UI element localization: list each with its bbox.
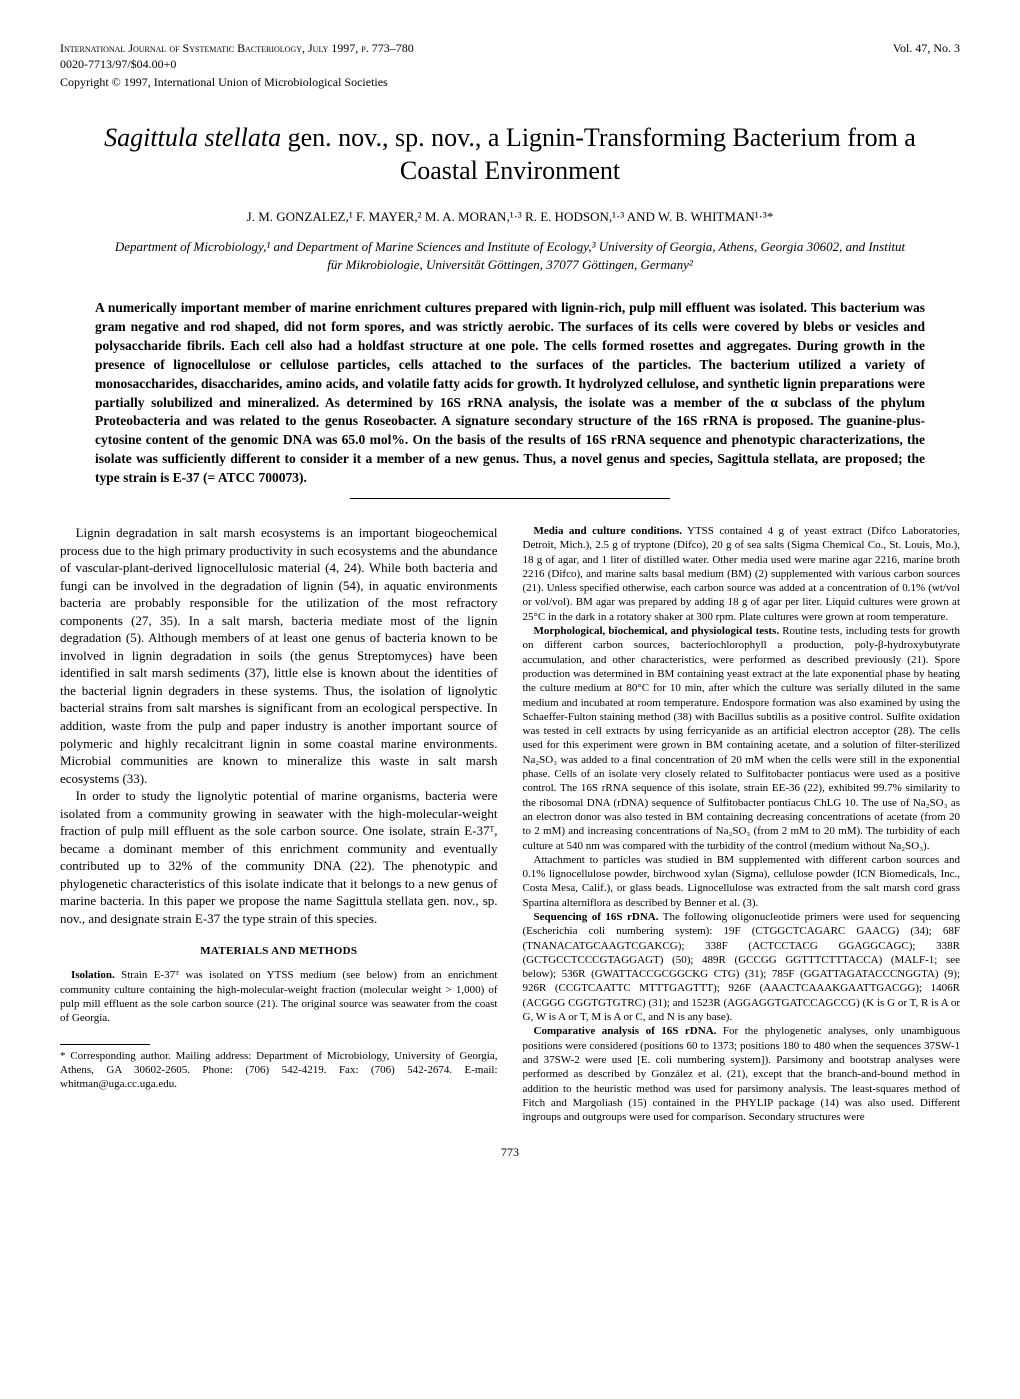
affiliation: Department of Microbiology,¹ and Departm…	[110, 238, 910, 274]
attach-para: Attachment to particles was studied in B…	[523, 853, 961, 910]
left-column: Lignin degradation in salt marsh ecosyst…	[60, 524, 498, 1124]
seq-text: The following oligonucleotide primers we…	[523, 911, 961, 1023]
issn: 0020-7713/97/$04.00+0	[60, 56, 414, 72]
body-columns: Lignin degradation in salt marsh ecosyst…	[60, 524, 960, 1124]
media-para: Media and culture conditions. YTSS conta…	[523, 524, 961, 624]
comp-para: Comparative analysis of 16S rDNA. For th…	[523, 1024, 961, 1124]
right-column: Media and culture conditions. YTSS conta…	[523, 524, 961, 1124]
page-number: 773	[60, 1144, 960, 1160]
abstract: A numerically important member of marine…	[95, 299, 925, 488]
methods-heading: MATERIALS AND METHODS	[60, 944, 498, 959]
journal-header: International Journal of Systematic Bact…	[60, 40, 960, 72]
volume-issue: Vol. 47, No. 3	[893, 40, 960, 72]
morph-head: Morphological, biochemical, and physiolo…	[534, 625, 780, 637]
isolation-text: Strain E-37ᵀ was isolated on YTSS medium…	[60, 969, 498, 1024]
comp-head: Comparative analysis of 16S rDNA.	[534, 1025, 717, 1037]
intro-para-2: In order to study the lignolytic potenti…	[60, 787, 498, 927]
isolation-head: Isolation.	[71, 969, 115, 981]
article-title: Sagittula stellata gen. nov., sp. nov., …	[100, 121, 920, 189]
footnote-rule	[60, 1044, 150, 1045]
seq-head: Sequencing of 16S rDNA.	[534, 911, 659, 923]
isolation-para: Isolation. Strain E-37ᵀ was isolated on …	[60, 968, 498, 1025]
morph-text: Routine tests, including tests for growt…	[523, 625, 961, 851]
corresponding-footnote: * Corresponding author. Mailing address:…	[60, 1049, 498, 1092]
comp-text: For the phylogenetic analyses, only unam…	[523, 1025, 961, 1123]
title-species: Sagittula stellata	[104, 123, 281, 152]
morph-para: Morphological, biochemical, and physiolo…	[523, 624, 961, 853]
intro-para-1: Lignin degradation in salt marsh ecosyst…	[60, 524, 498, 787]
abstract-divider	[350, 498, 670, 499]
title-rest: gen. nov., sp. nov., a Lignin-Transformi…	[281, 123, 916, 186]
media-text: YTSS contained 4 g of yeast extract (Dif…	[523, 525, 961, 623]
media-head: Media and culture conditions.	[534, 525, 682, 537]
copyright-line: Copyright © 1997, International Union of…	[60, 74, 960, 90]
authors: J. M. GONZALEZ,¹ F. MAYER,² M. A. MORAN,…	[60, 208, 960, 226]
seq-para: Sequencing of 16S rDNA. The following ol…	[523, 910, 961, 1024]
journal-name: International Journal of Systematic Bact…	[60, 40, 414, 56]
